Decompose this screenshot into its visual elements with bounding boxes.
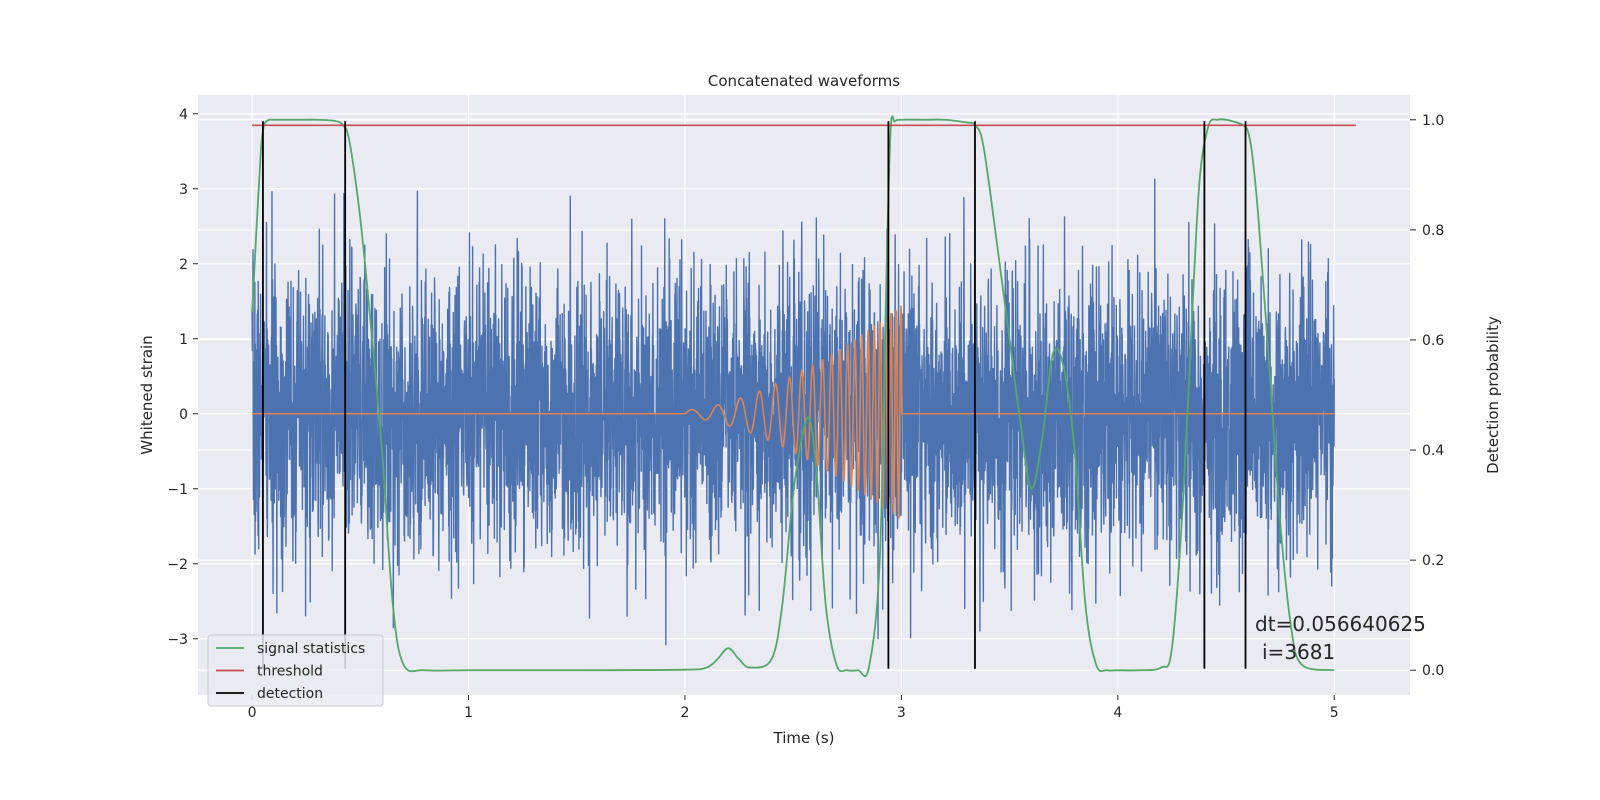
- y2-tick-label-2: 0.4: [1422, 443, 1444, 459]
- x-axis-label: Time (s): [773, 729, 835, 747]
- y2-tick-label-3: 0.6: [1422, 333, 1444, 349]
- y-tick-label-3: 0: [179, 407, 188, 423]
- axes: 0 1 2 3 4 5 −3 −2 −1 0 1 2 3 4 0.0 0.2 0.4 0.6 0.8 1.0: [167, 107, 1444, 721]
- legend-box: [207, 634, 384, 707]
- y2-axis-label: Detection probability: [1484, 316, 1502, 474]
- x-tick-label-3: 3: [897, 705, 906, 721]
- y-axis-label: Whitened strain: [138, 335, 156, 454]
- y2-tick-label-4: 0.8: [1422, 223, 1444, 239]
- chart-title: Concatenated waveforms: [708, 72, 900, 90]
- y2-tick-label-5: 1.0: [1422, 113, 1444, 129]
- strain-series: [251, 178, 1335, 646]
- legend-label-detection: detection: [257, 686, 323, 702]
- template-line: [252, 305, 1335, 519]
- y2-tick-label-0: 0.0: [1422, 663, 1444, 679]
- x-tick-label-1: 1: [464, 705, 473, 721]
- annotation-dt: dt=0.056640625: [1255, 612, 1426, 636]
- chart-marks: [251, 115, 1356, 678]
- x-tick-label-4: 4: [1113, 705, 1122, 721]
- legend-label-signal-statistics: signal statistics: [257, 641, 365, 657]
- y-tick-label-7: 4: [179, 107, 188, 123]
- legend-label-threshold: threshold: [257, 664, 323, 680]
- annotation-i: i=3681: [1262, 640, 1335, 664]
- legend: signal statistics threshold detection: [207, 634, 384, 707]
- y-tick-label-1: −2: [167, 557, 188, 573]
- x-tick-label-0: 0: [248, 705, 257, 721]
- x-tick-label-2: 2: [681, 705, 690, 721]
- y-tick-label-5: 2: [179, 257, 188, 273]
- y-tick-label-2: −1: [167, 482, 188, 498]
- x-tick-label-5: 5: [1330, 705, 1339, 721]
- y2-tick-label-1: 0.2: [1422, 553, 1444, 569]
- y-tick-label-4: 1: [179, 332, 188, 348]
- y-tick-label-0: −3: [167, 632, 188, 648]
- y-tick-label-6: 3: [179, 182, 188, 198]
- strain-line: [251, 178, 1335, 646]
